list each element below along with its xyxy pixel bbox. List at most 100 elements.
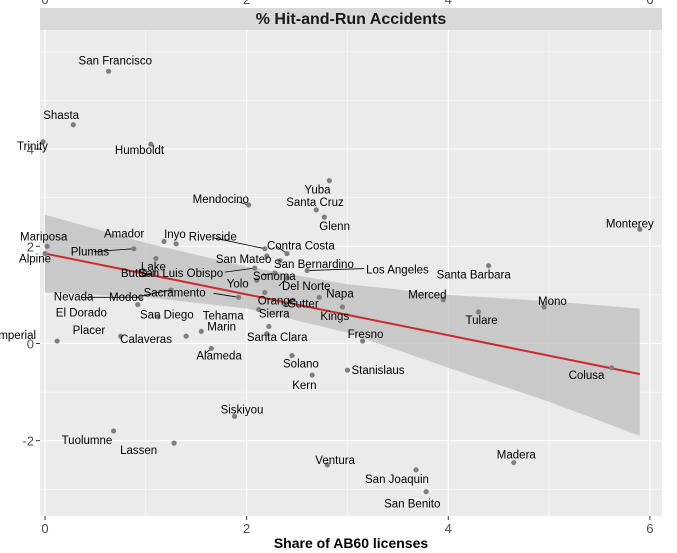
point-monterey: [637, 226, 643, 232]
point-tuolumne: [110, 428, 117, 434]
title-strip: [40, 8, 662, 30]
label-san-francisco: San Francisco: [79, 55, 153, 67]
fit-line-layer: [44, 252, 641, 376]
point-merced: [440, 297, 446, 303]
point-marin: [198, 328, 204, 334]
point-colusa: [608, 365, 615, 371]
label-kern: Kern: [292, 380, 316, 392]
point-contra-costa: [284, 250, 290, 257]
y-tick-label: 2: [27, 239, 34, 254]
point-san-mateo: [264, 253, 270, 259]
label-alpine: Alpine: [19, 254, 51, 266]
label-siskiyou: Siskiyou: [221, 404, 264, 416]
point-madera: [511, 459, 517, 466]
point-sacramento: [235, 294, 242, 300]
point-tulare: [475, 309, 482, 315]
label-tuolumne: Tuolumne: [62, 435, 113, 447]
point-napa: [316, 294, 322, 300]
point-sutter: [282, 301, 288, 308]
label-sacramento: Sacramento: [144, 287, 206, 299]
label-orange: Orange: [258, 295, 296, 307]
top-x-tick-labels: 0 2 4 6: [41, 0, 653, 7]
label-plumas: Plumas: [71, 247, 110, 259]
point-glenn: [321, 214, 327, 220]
point-calaveras: [183, 333, 189, 339]
point-el-dorado: [135, 301, 141, 308]
point-ventura: [324, 462, 330, 468]
point-shasta: [70, 122, 76, 128]
x-tick-label: 6: [646, 521, 653, 536]
label-san-diego: San Diego: [140, 310, 194, 322]
point-sierra: [266, 323, 272, 330]
label-butte: Butte: [121, 268, 148, 280]
point-mariposa: [44, 243, 50, 249]
label-humboldt: Humboldt: [115, 145, 165, 157]
label-kings: Kings: [320, 311, 349, 323]
point-lassen: [171, 440, 177, 446]
label-san-bernardino: San Bernardino: [274, 259, 354, 271]
points-layer: [40, 68, 643, 495]
label-leader-layer: [80, 201, 365, 354]
label-santa-cruz: Santa Cruz: [286, 197, 344, 209]
point-lake: [153, 255, 159, 262]
point-stanislaus: [344, 367, 351, 373]
label-trinity: Trinity: [17, 141, 48, 153]
label-merced: Merced: [408, 290, 446, 302]
x-tick-label: 2: [243, 521, 250, 536]
label-colusa: Colusa: [569, 370, 605, 382]
point-solano: [289, 353, 295, 359]
x-tick-label: 0: [41, 521, 48, 536]
point-san-joaquin: [413, 467, 419, 473]
label-san-joaquin: San Joaquin: [365, 474, 429, 486]
point-santa-cruz: [313, 207, 319, 213]
label-modoc: Modoc: [109, 292, 144, 304]
point-san-luis-obispo: [252, 265, 258, 271]
label-tehama: Tehama: [203, 310, 245, 322]
label-san-mateo: San Mateo: [216, 254, 272, 266]
point-alpine: [42, 250, 48, 257]
label-los-angeles: Los Angeles: [366, 265, 429, 277]
top-x-tick-label: 6: [646, 0, 653, 7]
label-san-benito: San Benito: [384, 499, 440, 511]
point-del-norte: [284, 275, 290, 281]
label-glenn: Glenn: [319, 221, 350, 233]
label-placer: Placer: [73, 325, 106, 337]
label-shasta: Shasta: [43, 110, 79, 122]
y-tick-label: 4: [27, 142, 34, 157]
label-sierra: Sierra: [259, 308, 290, 320]
point-yolo: [254, 277, 260, 283]
point-sonoma: [272, 270, 278, 276]
label-sutter: Sutter: [288, 299, 319, 311]
top-x-tick-label: 4: [445, 0, 452, 7]
label-sonoma: Sonoma: [253, 271, 296, 283]
label-contra-costa: Contra Costa: [267, 241, 335, 253]
label-santa-clara: Santa Clara: [247, 332, 308, 344]
x-tick-label: 4: [445, 521, 452, 536]
leader-riverside: [212, 237, 265, 250]
point-kern: [309, 372, 315, 378]
label-imperial: Imperial: [0, 330, 36, 342]
leader-san-luis-obispo: [224, 267, 255, 273]
point-amador: [161, 238, 167, 245]
label-ventura: Ventura: [315, 455, 355, 467]
point-butte: [151, 270, 157, 276]
point-modoc: [168, 287, 174, 293]
label-madera: Madera: [497, 450, 537, 462]
label-marin: Marin: [207, 321, 236, 333]
point-imperial: [54, 338, 60, 344]
label-riverside: Riverside: [189, 232, 237, 244]
label-yuba: Yuba: [304, 185, 331, 197]
point-humboldt: [148, 141, 154, 147]
leader-plumas: [93, 248, 134, 253]
label-amador: Amador: [104, 228, 144, 240]
point-labels-layer: San Francisco Shasta Trinity Humboldt Yuba Me…: [0, 55, 654, 510]
point-kings: [339, 304, 346, 310]
leader-los-angeles: [307, 268, 365, 271]
point-santa-barbara: [486, 263, 492, 269]
point-placer: [118, 333, 124, 339]
label-inyo: Inyo: [164, 229, 186, 241]
y-tick-label: -2: [22, 434, 34, 449]
point-fresno: [359, 338, 366, 344]
regression-line: [44, 252, 641, 376]
